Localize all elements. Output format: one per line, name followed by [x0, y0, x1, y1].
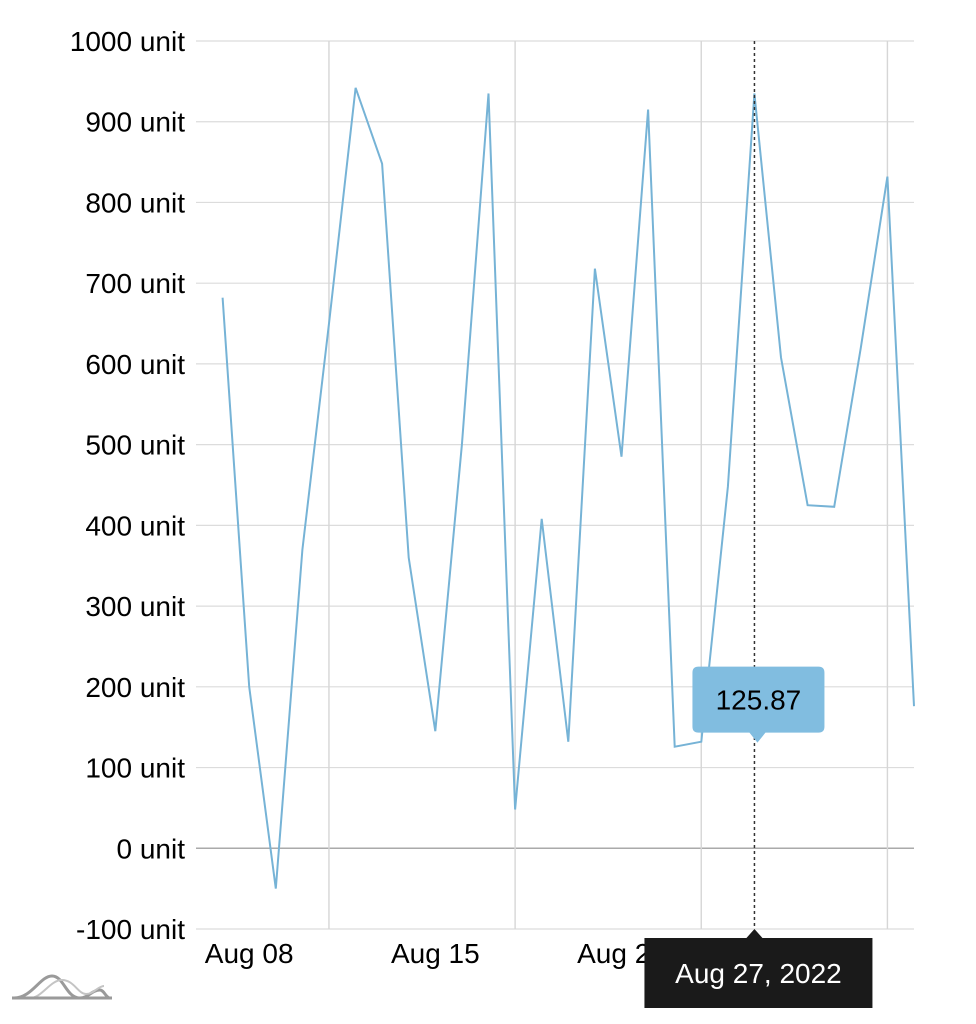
y-tick-label: 900 unit — [85, 107, 185, 138]
y-tick-label: 1000 unit — [70, 26, 185, 57]
chart-logo-icon — [12, 974, 112, 1000]
tooltip-box — [692, 666, 825, 743]
series-line — [221, 87, 915, 889]
cursor-date-box — [644, 929, 873, 1008]
cursor-date-text: Aug 27, 2022 — [675, 958, 842, 989]
horizontal-gridlines — [196, 40, 914, 930]
y-tick-label: 300 unit — [85, 591, 185, 622]
cursor-date-label: Aug 27, 2022 — [644, 929, 873, 1008]
value-tooltip: 125.87 — [692, 666, 825, 743]
series-layer — [221, 87, 915, 889]
tooltip-value: 125.87 — [716, 685, 802, 716]
x-tick-label: Aug 15 — [391, 938, 480, 969]
x-tick-label: Aug 08 — [205, 938, 294, 969]
y-tick-label: 100 unit — [85, 753, 185, 784]
y-tick-label: 600 unit — [85, 349, 185, 380]
y-tick-label: 400 unit — [85, 510, 185, 541]
y-tick-label: 200 unit — [85, 672, 185, 703]
y-tick-label: -100 unit — [76, 914, 185, 945]
y-tick-label: 500 unit — [85, 430, 185, 461]
y-tick-label: 800 unit — [85, 187, 185, 218]
y-tick-label: 700 unit — [85, 268, 185, 299]
y-tick-label: 0 unit — [117, 833, 186, 864]
y-axis-tick-labels: 1000 unit 900 unit 800 unit 700 unit 600 uni… — [70, 26, 185, 945]
vertical-gridlines — [328, 41, 889, 929]
